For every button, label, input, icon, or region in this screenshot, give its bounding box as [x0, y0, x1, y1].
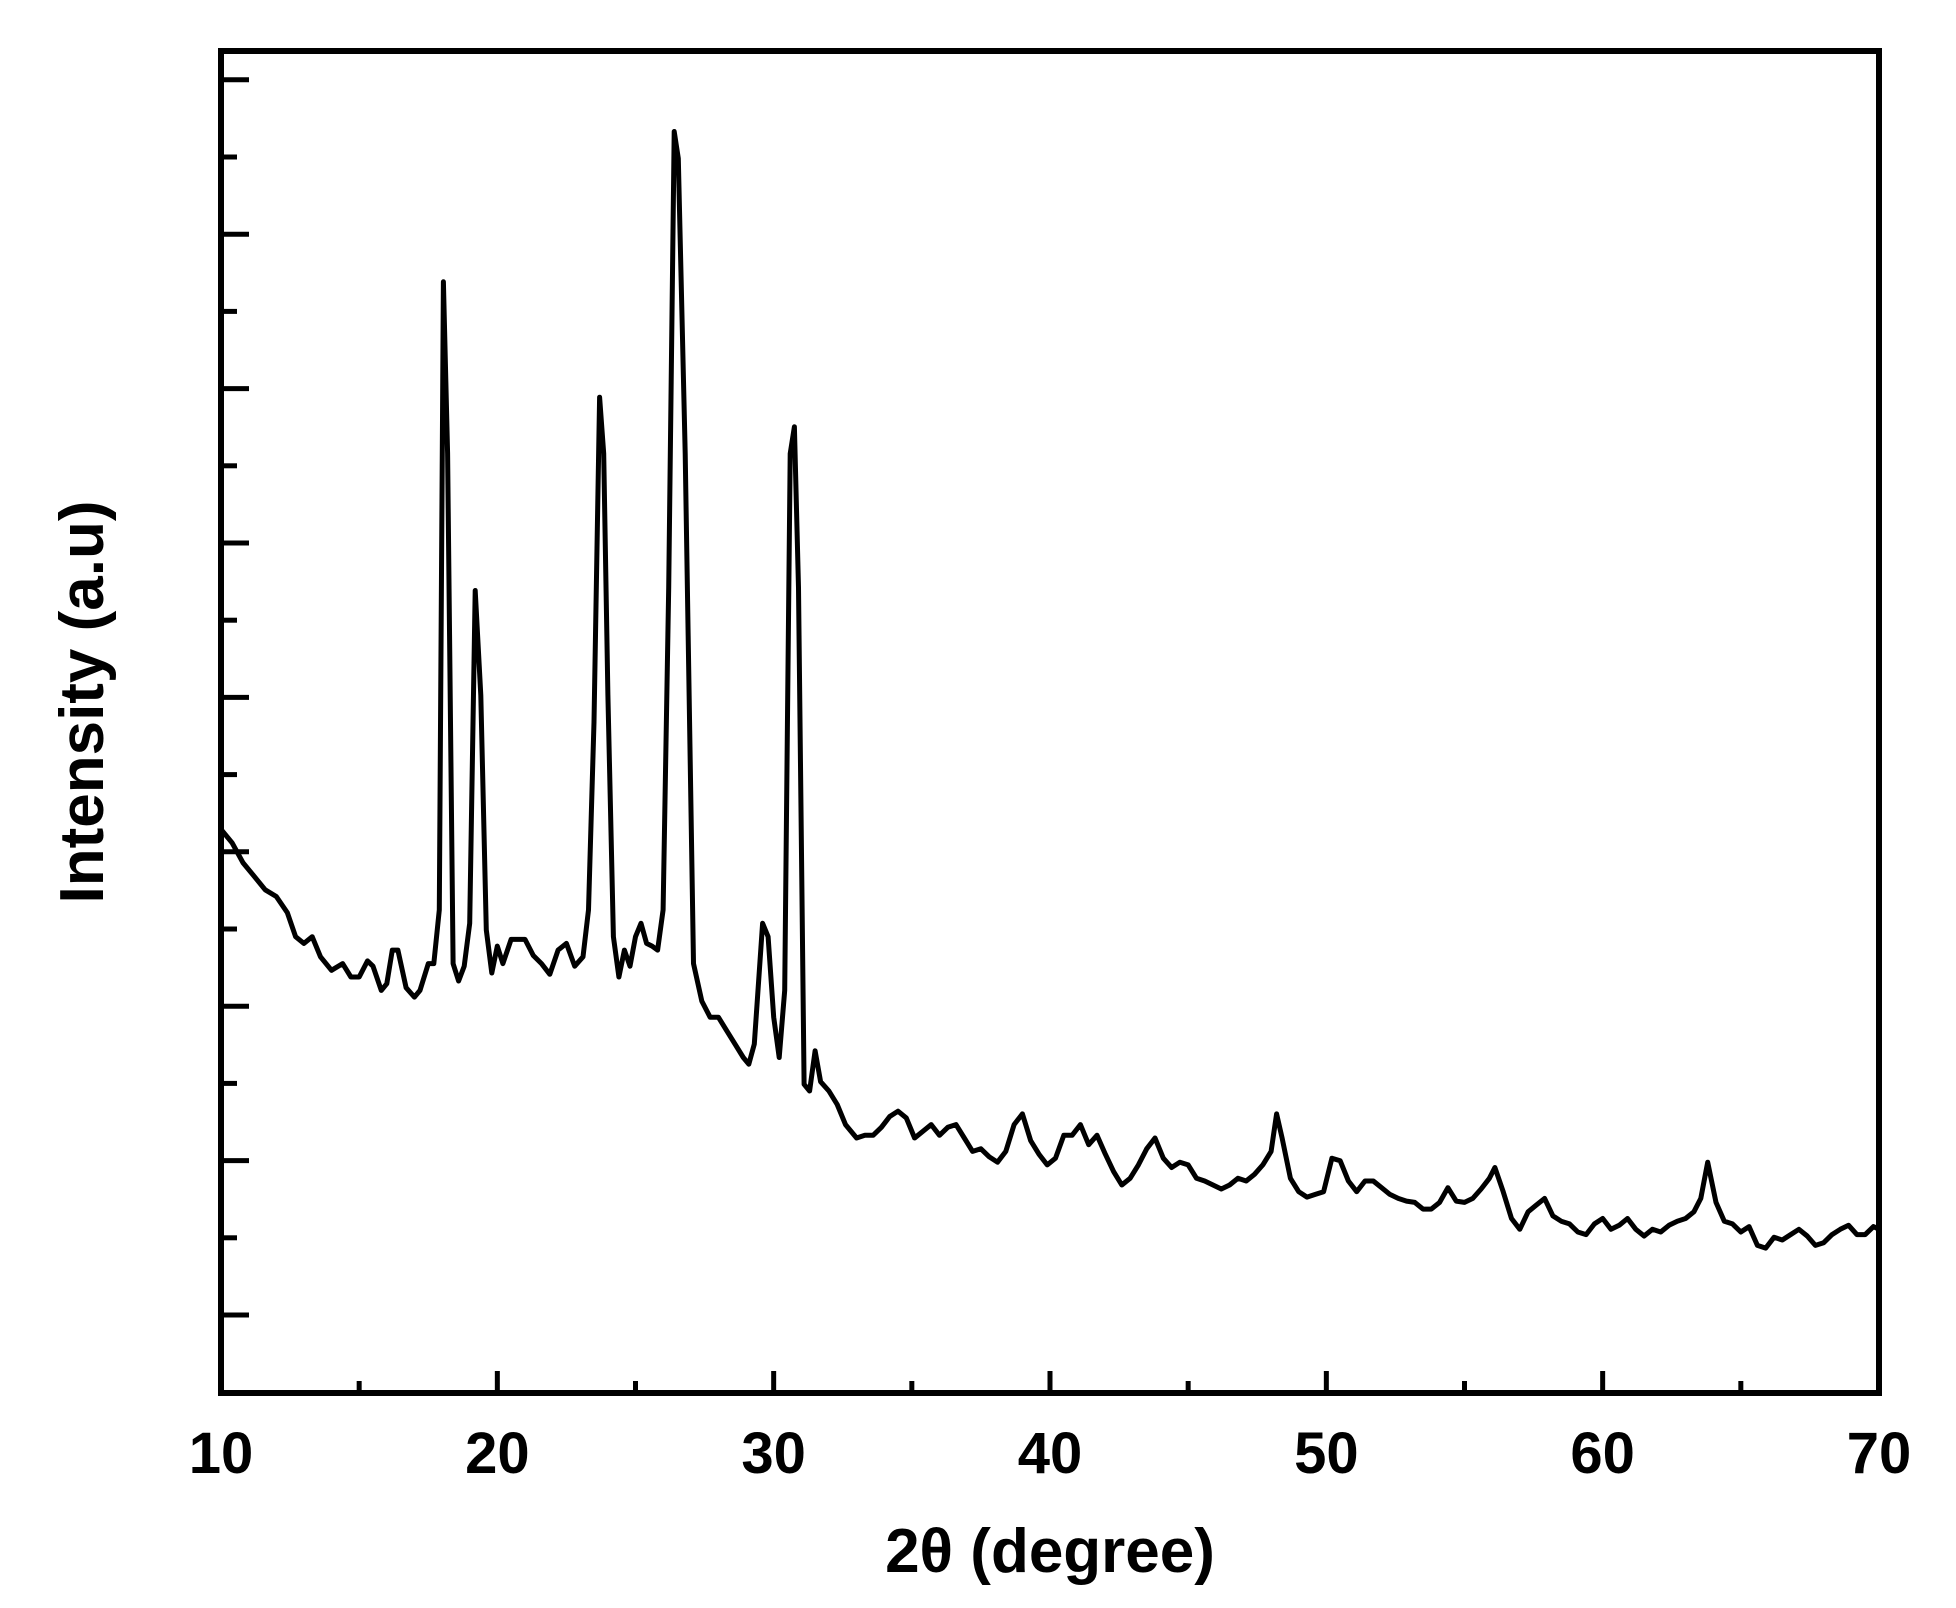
x-axis-title: 2θ (degree) — [885, 1517, 1215, 1586]
x-tick-label: 30 — [741, 1421, 806, 1486]
x-tick-label: 60 — [1570, 1421, 1635, 1486]
x-tick-label: 10 — [189, 1421, 254, 1486]
series-line — [218, 129, 1882, 1251]
x-tick-label: 40 — [1018, 1421, 1083, 1486]
x-tick-label: 20 — [465, 1421, 530, 1486]
x-tick-label: 50 — [1294, 1421, 1359, 1486]
y-axis-title: Intensity (a.u) — [48, 500, 117, 903]
y-axis-ticks — [221, 77, 249, 1318]
x-axis-tick-labels: 10 20 30 40 50 60 70 — [189, 1421, 1912, 1486]
x-axis-ticks — [218, 1371, 1882, 1393]
plot-frame — [218, 48, 1882, 1396]
x-tick-label: 70 — [1847, 1421, 1912, 1486]
